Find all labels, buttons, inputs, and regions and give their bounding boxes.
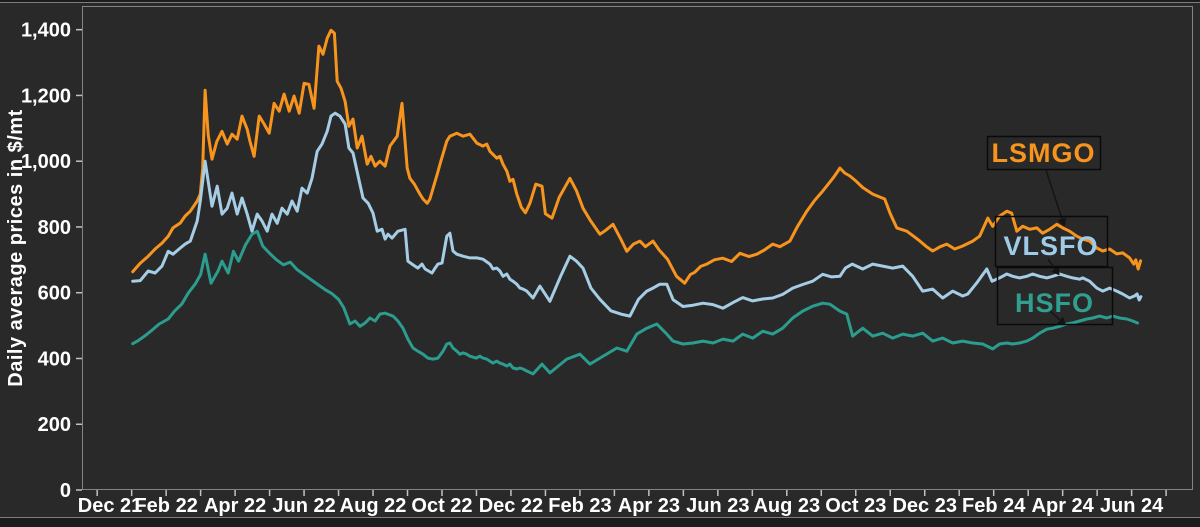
annotation-label-hsfo: HSFO	[1015, 288, 1094, 318]
annotation-box-hsfo	[996, 266, 1114, 326]
x-tick-label: Aug 22	[340, 495, 407, 517]
y-tick-label: 1,400	[21, 20, 71, 42]
x-tick-label: Apr 22	[204, 495, 266, 517]
y-tick-label: 1,000	[21, 151, 71, 173]
y-tick-label: 400	[38, 348, 71, 370]
x-tick-label: Apr 23	[618, 495, 680, 517]
y-tick-label: 600	[38, 283, 71, 305]
x-tick-label: Jun 23	[686, 495, 749, 517]
y-tick-label: 200	[38, 414, 71, 436]
x-tick-label: Jun 24	[1100, 495, 1164, 517]
x-tick-label: Oct 22	[411, 495, 472, 517]
annotation-arrow-hsfo	[1048, 309, 1061, 321]
x-tick-label: Oct 23	[825, 495, 886, 517]
x-tick-label: Aug 23	[753, 495, 820, 517]
y-axis-title: Daily average prices in $/mt	[5, 109, 27, 386]
x-tick-label: Jun 22	[272, 495, 335, 517]
series-line-lsmgo[interactable]	[131, 28, 1143, 285]
series-line-hsfo[interactable]	[131, 229, 1139, 376]
x-tick-label: Dec 22	[479, 495, 544, 517]
annotation-label-lsmgo: LSMGO	[992, 138, 1096, 168]
annotation-arrowhead-vlsfo	[1051, 266, 1060, 276]
plot-border	[82, 6, 1193, 490]
chart-background	[0, 2, 1200, 517]
annotation-arrowhead-hsfo	[1056, 316, 1066, 326]
x-tick-label: Dec 21	[78, 495, 143, 517]
x-tick-label: Apr 24	[1032, 495, 1095, 517]
x-tick-label: Feb 24	[962, 495, 1026, 517]
annotation-arrow-lsmgo	[1045, 169, 1063, 220]
y-tick-label: 1,200	[21, 85, 71, 107]
y-tick-label: 0	[60, 480, 71, 502]
x-tick-label: Feb 23	[548, 495, 611, 517]
y-tick-label: 800	[38, 217, 71, 239]
annotation-box-lsmgo	[986, 135, 1102, 171]
annotation-box-vlsfo	[994, 215, 1109, 268]
x-tick-label: Feb 22	[134, 495, 197, 517]
annotation-label-vlsfo: VLSFO	[1003, 231, 1098, 261]
x-tick-label: Dec 23	[892, 495, 957, 517]
series-line-vlsfo[interactable]	[131, 111, 1143, 318]
annotation-arrowhead-lsmgo	[1057, 217, 1067, 227]
